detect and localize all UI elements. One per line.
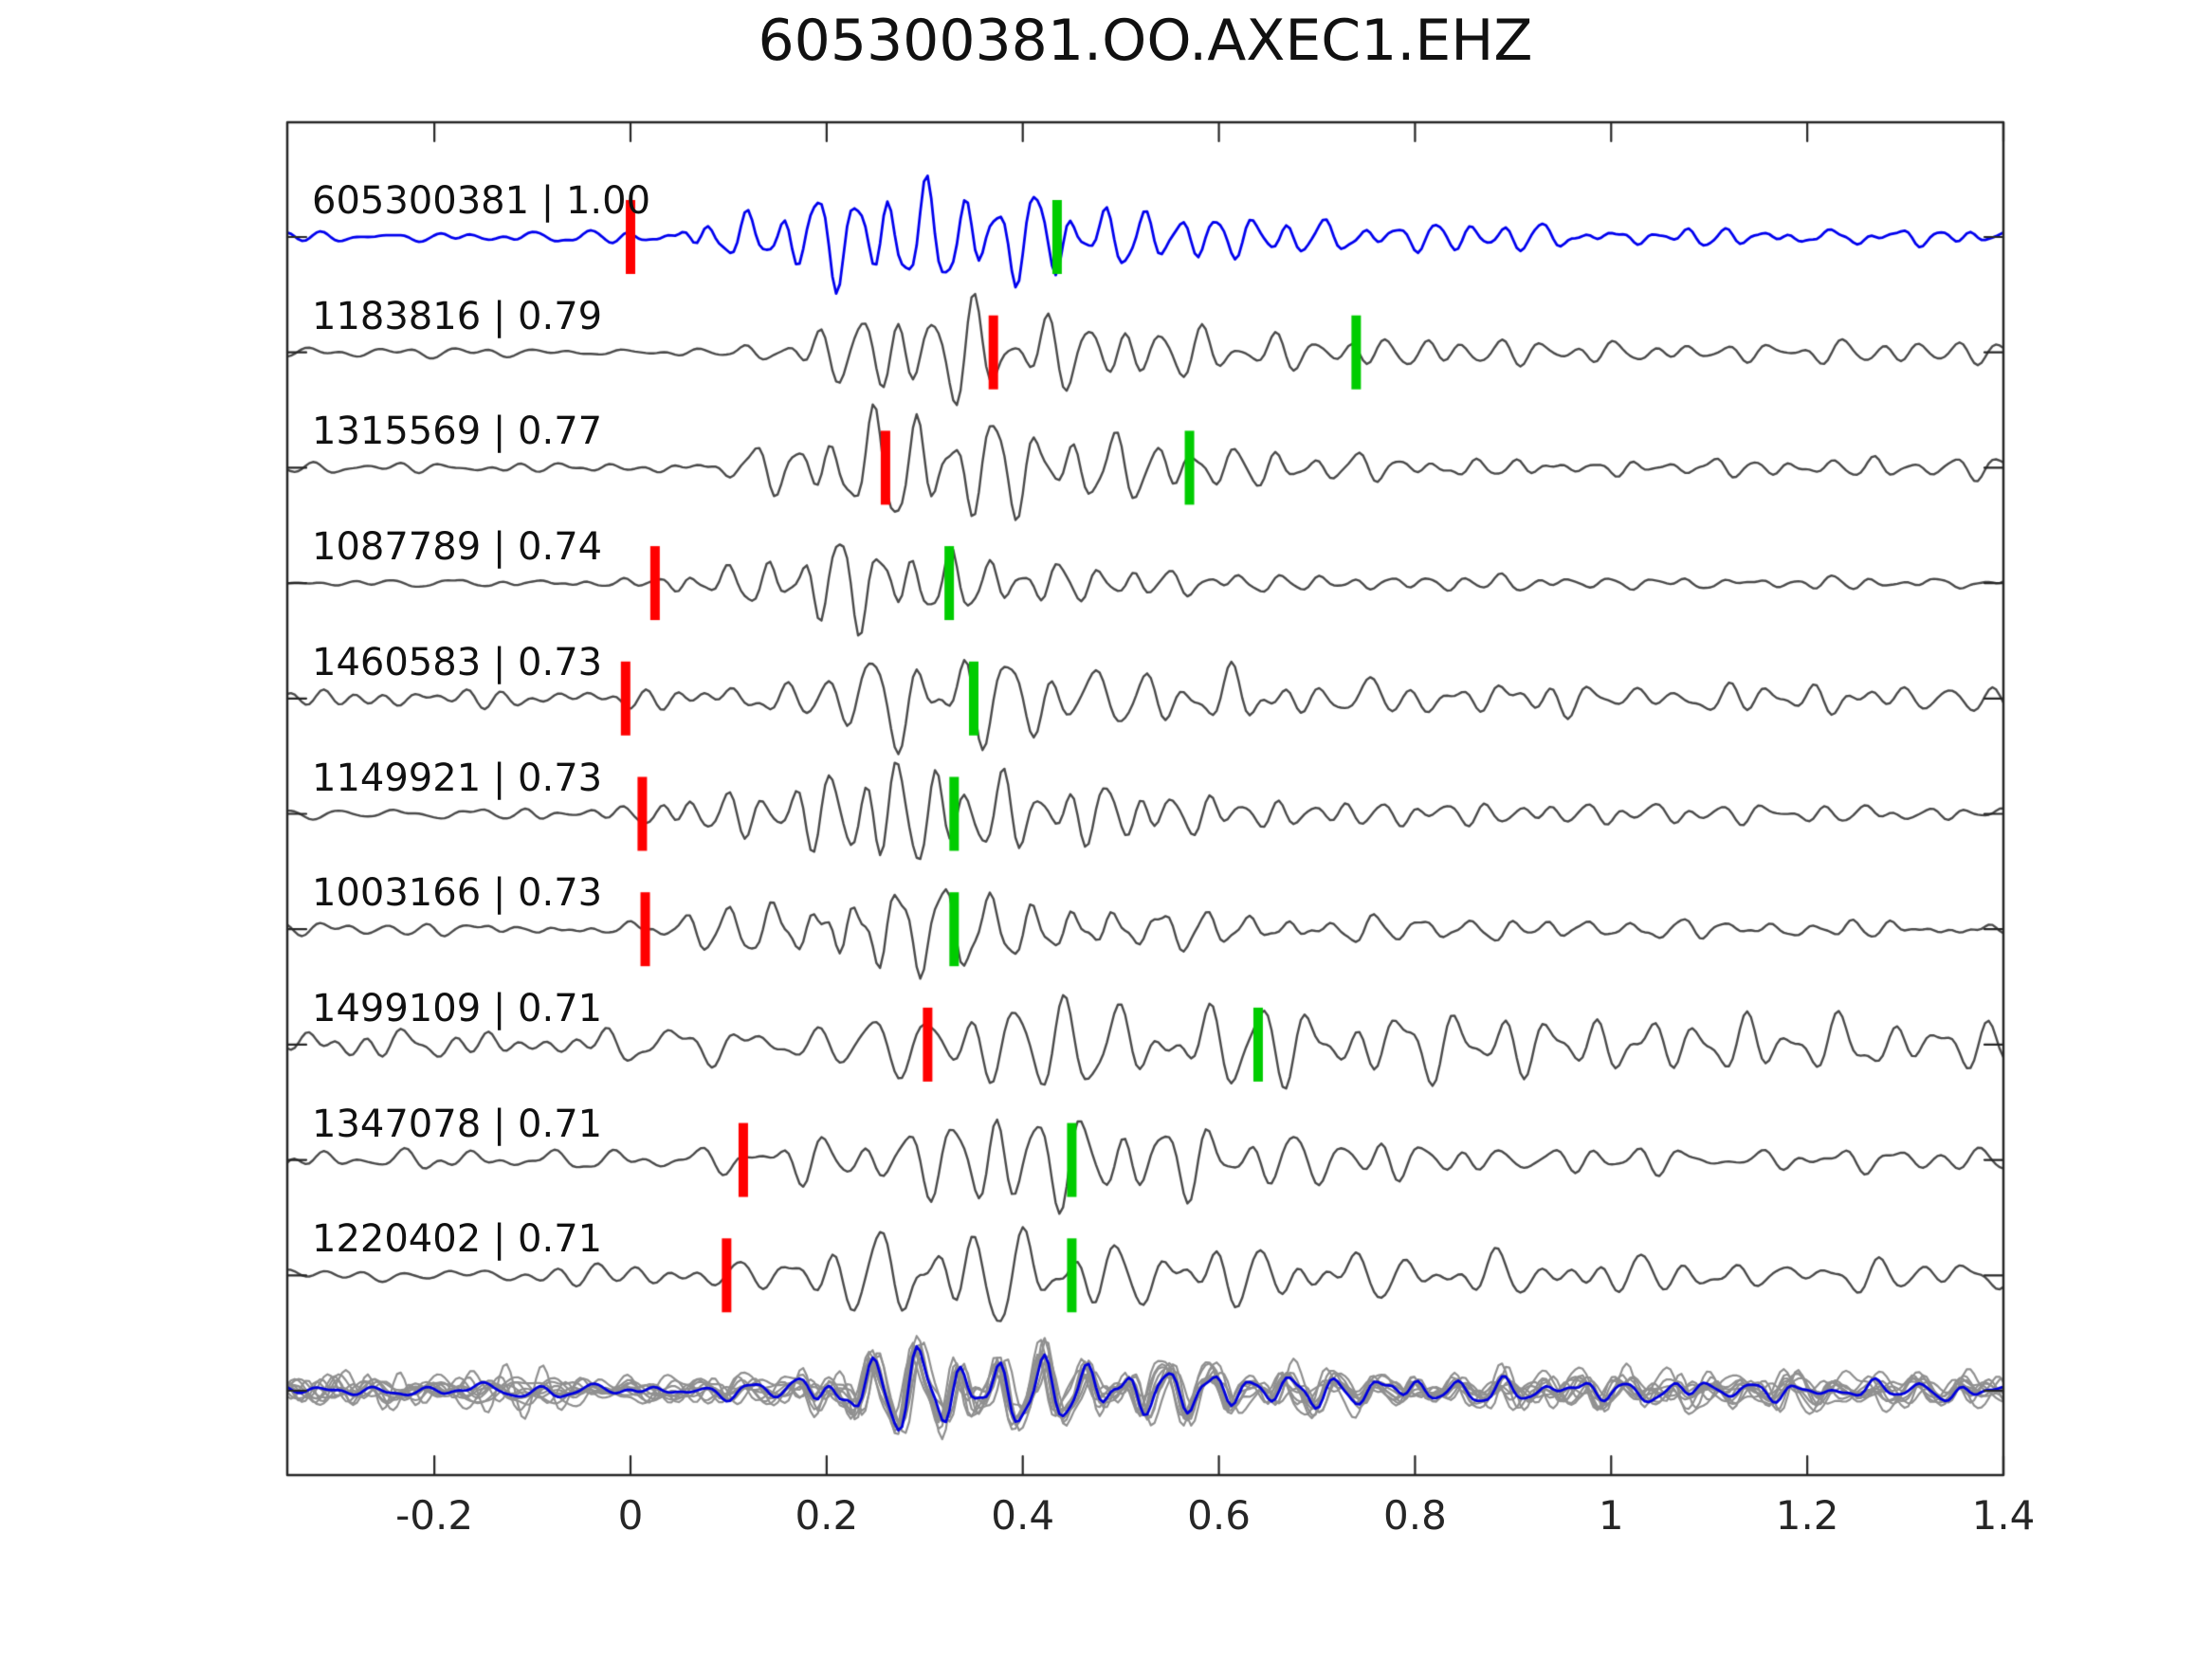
trace-label: 1149921 | 0.73 [312, 756, 603, 800]
x-tick-label: 0.4 [991, 1492, 1055, 1539]
trace-label: 1003166 | 0.73 [312, 871, 603, 916]
trace-label: 1460583 | 0.73 [312, 640, 603, 684]
trace-label: 1220402 | 0.71 [312, 1217, 603, 1262]
x-tick-label: 0.6 [1187, 1492, 1251, 1539]
trace-label: 1315569 | 0.77 [312, 410, 603, 454]
x-tick-label: 0.2 [795, 1492, 859, 1539]
x-tick-label: -0.2 [395, 1492, 474, 1539]
x-tick-label: 1.2 [1775, 1492, 1839, 1539]
trace-label: 1499109 | 0.71 [312, 986, 603, 1030]
trace-label: 1183816 | 0.79 [312, 294, 603, 338]
trace-label: 1087789 | 0.74 [312, 525, 603, 570]
x-tick-label: 1 [1598, 1492, 1624, 1539]
chart-title: 605300381.OO.AXEC1.EHZ [758, 8, 1533, 74]
trace-label: 605300381 | 1.00 [312, 179, 651, 223]
x-tick-label: 1.4 [1971, 1492, 2036, 1539]
trace-label: 1347078 | 0.71 [312, 1102, 603, 1146]
x-tick-label: 0 [617, 1492, 644, 1539]
x-tick-label: 0.8 [1383, 1492, 1447, 1539]
